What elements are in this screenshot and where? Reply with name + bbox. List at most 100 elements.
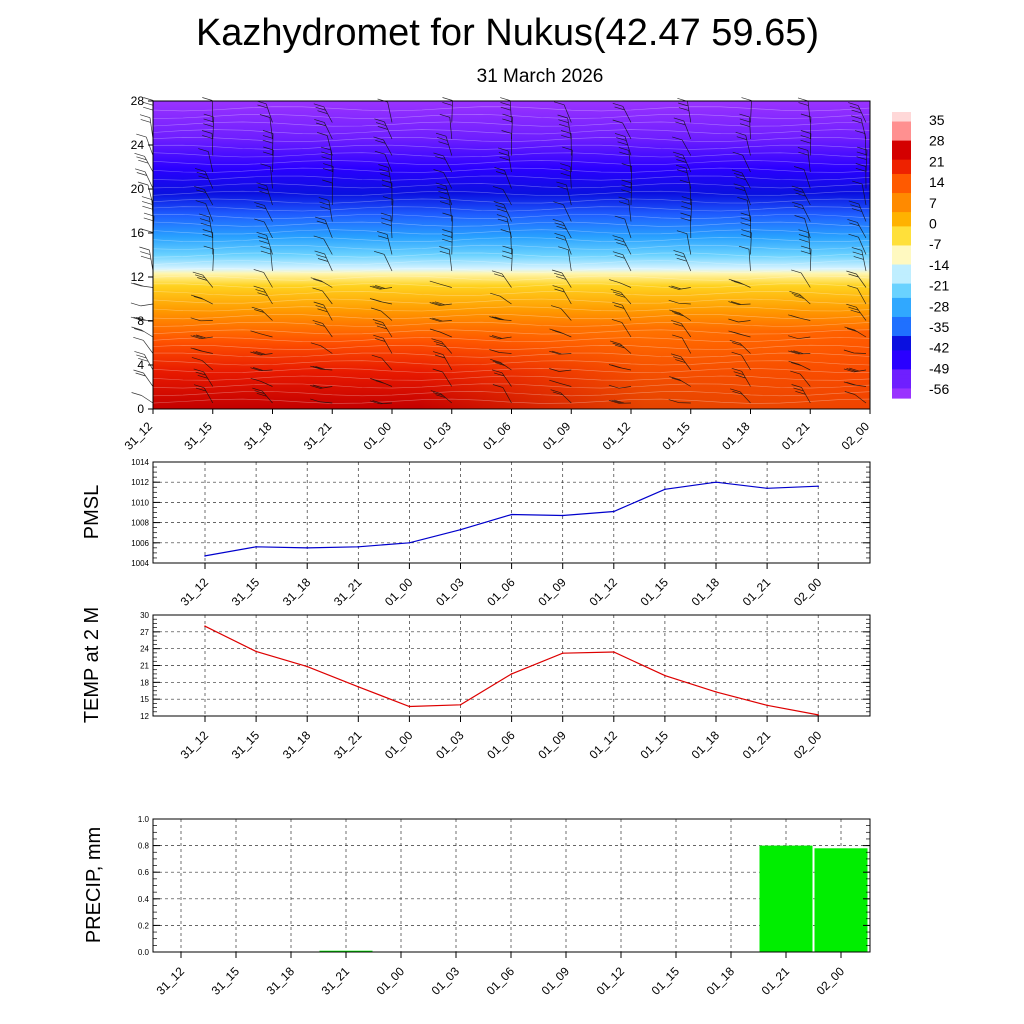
colorbar-band (892, 231, 911, 237)
temp-point (357, 686, 360, 688)
wind-barb (554, 232, 572, 255)
wind-barb (741, 97, 752, 123)
wind-barb (251, 306, 273, 321)
y-tick-label: 12 (131, 270, 145, 284)
x-tick-label: 31_21 (331, 575, 365, 609)
wind-barb (550, 389, 572, 404)
wind-barb (797, 97, 811, 123)
wind-barb (194, 186, 214, 206)
wind-barb (131, 326, 154, 338)
x-tick-label: 01_03 (420, 419, 454, 453)
colorbar-band (892, 307, 911, 313)
wind-barb (370, 378, 393, 387)
wind-barb (501, 245, 513, 272)
wind-barb (369, 285, 393, 290)
wind-barb (250, 367, 273, 372)
wind-barb (313, 103, 333, 123)
wind-barb (848, 233, 867, 255)
wind-barb (670, 353, 692, 371)
wind-barb (441, 229, 453, 255)
wind-barb (133, 336, 154, 354)
precip-ylabel: PRECIP, mm (83, 827, 105, 943)
wind-barb (199, 213, 214, 239)
contour-line (152, 190, 871, 196)
wind-barb (731, 351, 751, 371)
wind-barb (847, 285, 867, 305)
colorbar-band (892, 135, 911, 142)
colorbar-label: 35 (929, 112, 945, 128)
wind-barb (843, 349, 867, 354)
x-tick-label: 31_15 (209, 964, 243, 998)
temp-point (715, 691, 717, 693)
x-tick-label: 01_00 (382, 575, 416, 609)
colorbar-band (892, 226, 911, 232)
x-tick-label: 01_06 (484, 964, 518, 998)
colorbar-band (892, 264, 911, 270)
temp-point (510, 673, 513, 675)
wind-barb (737, 196, 751, 222)
x-tick-label: 01_15 (659, 419, 693, 453)
wind-barb (791, 185, 811, 206)
wind-barb (253, 285, 273, 305)
x-tick-label: 01_18 (689, 728, 723, 762)
wind-barb (141, 196, 154, 222)
colorbar-band (892, 374, 911, 380)
wind-barb (733, 183, 751, 206)
wind-barb (791, 269, 811, 288)
colorbar-label: -56 (929, 381, 949, 397)
pmsl-point (715, 481, 717, 484)
wind-barb (432, 351, 453, 371)
y-tick-label: 18 (140, 678, 149, 687)
x-tick-label: 02_00 (791, 575, 825, 609)
wind-barb (262, 130, 274, 156)
y-tick-label: 1012 (131, 478, 149, 487)
colorbar-band (892, 250, 911, 256)
x-tick-label: 31_18 (241, 419, 275, 453)
colorbar-band (892, 178, 911, 185)
wind-barb (373, 250, 393, 272)
temp-point (204, 625, 206, 628)
wind-barb (791, 384, 811, 404)
wind-barb (491, 369, 512, 387)
wind-barb (190, 347, 213, 354)
colorbar-band (892, 326, 911, 332)
wind-barb (612, 102, 632, 123)
colorbar-label: -21 (929, 278, 949, 294)
colorbar-band (892, 159, 911, 166)
wind-barb (741, 229, 752, 255)
precip-y-axis: 0.0 0.2 0.4 0.6 0.8 1.0 (138, 815, 870, 957)
wind-barb (491, 270, 512, 288)
wind-barb (673, 117, 692, 140)
colorbar-band (892, 359, 911, 366)
wind-barb (193, 368, 214, 387)
colorbar-band (892, 216, 911, 223)
x-tick-label: 01_12 (600, 419, 634, 453)
colorbar-band (892, 221, 911, 227)
contour-line (152, 298, 871, 304)
colorbar-band (892, 126, 911, 132)
pmsl-y-axis: 1004 1006 1008 1010 1012 1014 (131, 458, 870, 568)
x-tick-label: 01_00 (382, 728, 416, 762)
precip-grid (153, 819, 870, 952)
wind-barb (431, 338, 453, 354)
precip-panel: 0.0 0.2 0.4 0.6 0.8 1.0 31_12 31_15 31_18 31_21 0… (83, 815, 871, 998)
contour-line (152, 198, 871, 204)
wind-barb (433, 169, 453, 189)
x-tick-label: 01_18 (704, 964, 738, 998)
colorbar-band (892, 331, 911, 337)
wind-barb (843, 367, 867, 373)
colorbar-label: 21 (929, 153, 945, 169)
colorbar-label: -35 (929, 319, 949, 335)
contour-line (152, 183, 871, 189)
x-tick-label: 31_15 (229, 575, 263, 609)
contour-line (152, 375, 871, 381)
wind-barb (442, 212, 453, 239)
contour-line (152, 206, 871, 212)
wind-barb (843, 381, 867, 387)
wind-barb (790, 370, 811, 387)
x-tick-label: 31_21 (331, 728, 365, 762)
contour-line (153, 352, 871, 358)
wind-barb (791, 201, 811, 222)
x-tick-label: 01_15 (638, 575, 672, 609)
wind-barb (490, 358, 512, 371)
